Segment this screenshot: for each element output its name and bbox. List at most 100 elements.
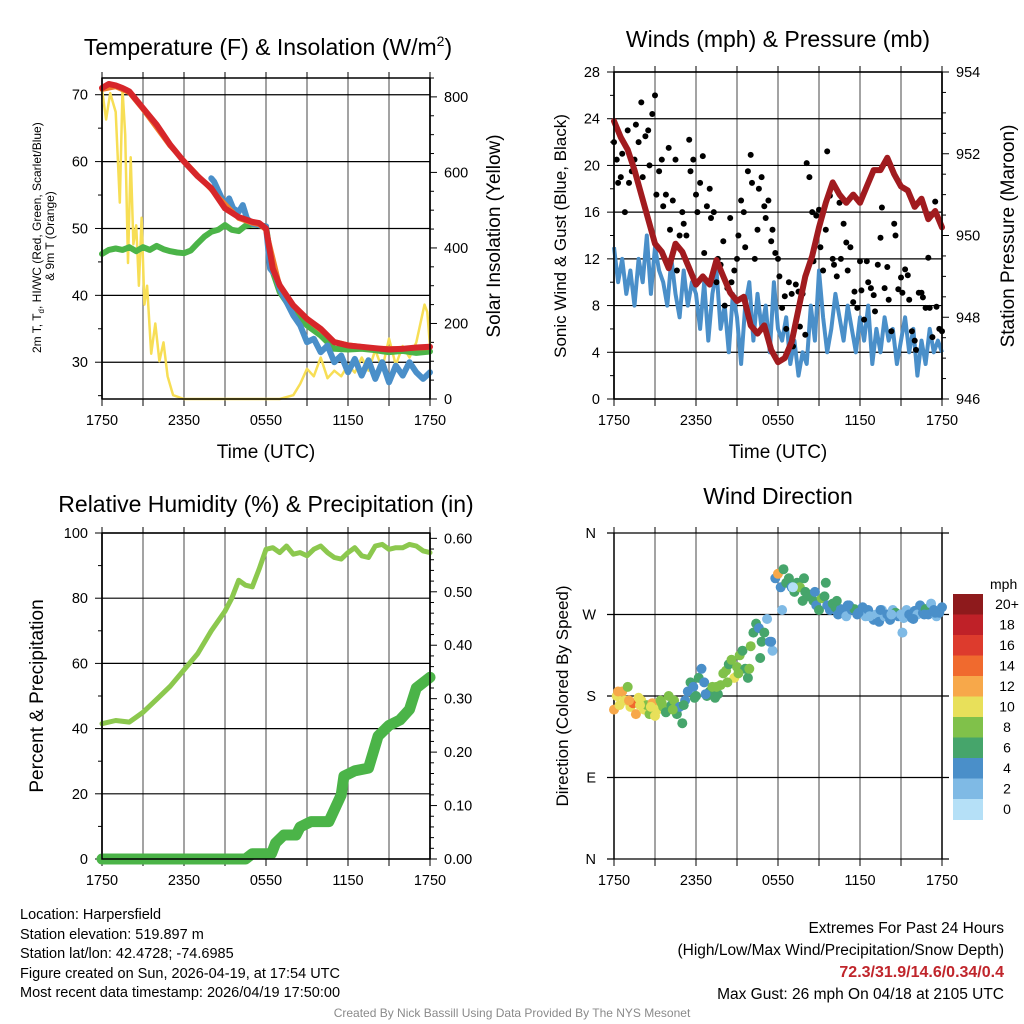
y-tick-label: E (586, 771, 596, 787)
temperature-ylabel: 2m T, Td, HI/WC (Red, Green, Scarlet/Blu… (30, 119, 57, 353)
direction-plot: 1750 2350 0550 1150 1750NWSENmph20+181614121… (582, 526, 1019, 889)
colorbar-label: 2 (1003, 781, 1011, 797)
gust-point (844, 267, 851, 274)
colorbar-title: mph (990, 576, 1017, 592)
direction-point (688, 681, 699, 692)
direction-point (908, 614, 919, 624)
gust-point (933, 303, 940, 310)
gust-point (751, 255, 758, 262)
gust-point (699, 153, 706, 160)
humidity-chart-title: Relative Humidity (%) & Precipitation (i… (58, 491, 473, 517)
direction-point (864, 611, 875, 622)
gust-point (796, 323, 803, 330)
gust-point (895, 286, 902, 293)
x-tick-label: 1750 (598, 873, 630, 889)
direction-point (699, 677, 710, 688)
y-tick-label: 40 (72, 722, 88, 738)
gust-point (710, 209, 717, 216)
gust-point (708, 215, 714, 221)
gust-point (738, 197, 745, 204)
direction-point (820, 577, 831, 588)
gust-point (891, 220, 898, 227)
x-tick-label: 2350 (168, 413, 200, 429)
gust-point (802, 331, 809, 338)
location-text: Location: Harpersfield (20, 907, 162, 923)
gust-point (851, 288, 858, 295)
colorbar-swatch (953, 799, 983, 820)
colorbar-swatch (953, 594, 983, 615)
y-tick-label: 20 (584, 158, 600, 174)
x-tick-label: 1150 (844, 873, 875, 889)
gust-point (762, 215, 769, 221)
windchill-line (208, 175, 433, 386)
gust-point (898, 274, 904, 281)
gust-point (697, 179, 704, 186)
gust-point (672, 156, 679, 163)
y2-tick-label: 0 (444, 392, 452, 408)
colorbar-swatch (953, 635, 983, 656)
gust-point (904, 272, 911, 279)
y2-tick-label: 0.00 (444, 852, 472, 868)
direction-point (696, 663, 707, 674)
direction-point (799, 573, 809, 584)
direction-point (759, 627, 770, 638)
colorbar-label: 8 (1003, 719, 1011, 735)
direction-point (919, 609, 930, 620)
y-tick-label: 20 (72, 787, 88, 803)
colorbar-label: 20+ (995, 596, 1019, 612)
gust-point (829, 255, 836, 262)
direction-point (635, 700, 645, 711)
gust-point (902, 266, 909, 273)
gust-point (911, 337, 918, 344)
colorbar-swatch (953, 737, 983, 759)
gust-point (837, 255, 844, 262)
recent-timestamp-text: Most recent data timestamp: 2026/04/19 1… (20, 985, 341, 1001)
y-tick-label: 4 (592, 345, 600, 361)
direction-ylabel: Direction (Colored By Speed) (553, 585, 572, 806)
y-tick-label: 60 (72, 656, 88, 672)
y-tick-label: 12 (584, 252, 600, 268)
gust-point (885, 296, 892, 303)
gust-point (626, 179, 632, 186)
gust-point (728, 279, 735, 286)
gust-point (772, 250, 779, 256)
gust-point (735, 232, 742, 239)
pressure-line (611, 118, 945, 366)
gust-point (747, 151, 754, 158)
y2-tick-label: 0.20 (444, 745, 472, 761)
y2-tick-label: 0.40 (444, 638, 472, 654)
gust-point (683, 232, 690, 239)
x-tick-label: 2350 (680, 413, 712, 429)
direction-point (756, 636, 767, 647)
gust-point (680, 220, 687, 227)
gust-point (639, 174, 646, 181)
gust-point (731, 267, 738, 274)
gust-point (918, 289, 925, 296)
temperature-plot: 1750 2350 0550 1150 1750 30 40 50 60 70 0 200 400 600… (72, 72, 468, 429)
colorbar-swatch (953, 696, 983, 718)
gust-point (874, 261, 881, 268)
x-tick-label: 1750 (86, 873, 118, 889)
y-tick-label: 30 (72, 355, 88, 371)
y2-tick-label: 200 (444, 316, 468, 332)
gust-point (833, 273, 840, 280)
direction-point (700, 689, 711, 700)
gust-point (742, 244, 749, 251)
y-tick-label: 50 (72, 221, 88, 237)
y2-tick-label: 0.60 (444, 531, 472, 547)
gust-point (749, 179, 755, 186)
direction-point (897, 627, 908, 638)
gust-point (783, 325, 790, 332)
gust-point (720, 238, 727, 245)
gust-point (881, 285, 888, 292)
gust-point (713, 279, 720, 286)
extremes-subtitle: (High/Low/Max Wind/Precipitation/Snow De… (677, 942, 1005, 959)
precip-line (96, 671, 436, 865)
gust-point (822, 226, 829, 233)
gust-point (788, 290, 795, 297)
gust-point (642, 133, 649, 140)
gust-point (656, 168, 663, 175)
y-tick-label: 16 (584, 205, 600, 221)
extremes-title: Extremes For Past 24 Hours (808, 920, 1004, 937)
gust-point (624, 127, 631, 134)
